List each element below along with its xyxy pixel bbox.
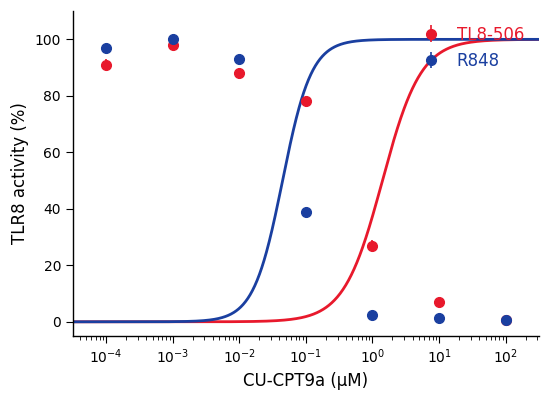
Legend: TL8-506, R848: TL8-506, R848: [411, 19, 531, 77]
Y-axis label: TLR8 activity (%): TLR8 activity (%): [11, 103, 29, 245]
X-axis label: CU-CPT9a (μM): CU-CPT9a (μM): [243, 372, 368, 390]
